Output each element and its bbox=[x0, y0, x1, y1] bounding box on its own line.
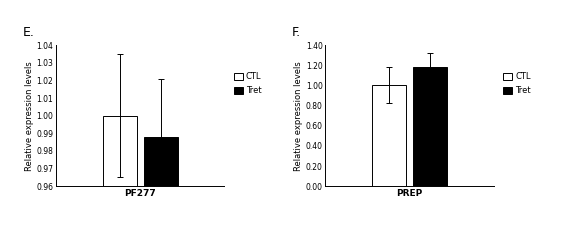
Bar bbox=[413, 67, 447, 186]
Legend: CTL, Tret: CTL, Tret bbox=[503, 72, 531, 95]
Text: E.: E. bbox=[22, 26, 34, 39]
Bar bbox=[144, 137, 178, 186]
Legend: CTL, Tret: CTL, Tret bbox=[234, 72, 261, 95]
Y-axis label: Relative expression levels: Relative expression levels bbox=[25, 61, 34, 171]
Bar bbox=[372, 85, 406, 186]
Bar bbox=[103, 116, 136, 186]
Text: F.: F. bbox=[292, 26, 301, 39]
Y-axis label: Relative expression levels: Relative expression levels bbox=[294, 61, 303, 171]
